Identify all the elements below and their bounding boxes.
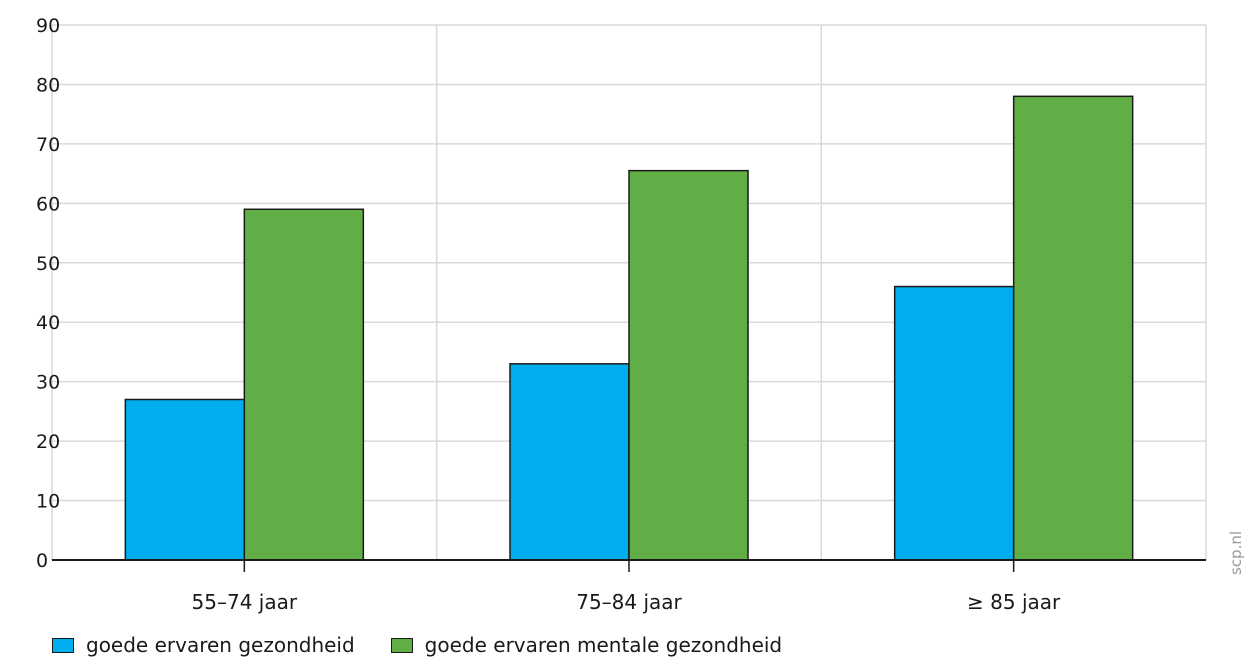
y-tick-label: 90	[36, 15, 60, 37]
y-tick-label: 70	[36, 134, 60, 156]
y-tick-label: 20	[36, 431, 60, 453]
legend-label: goede ervaren mentale gezondheid	[424, 633, 783, 657]
axis-layer	[52, 559, 1206, 572]
bar-mentale-gezondheid-2	[628, 169, 749, 561]
chart-legend: goede ervaren gezondheid goede ervaren m…	[52, 633, 782, 657]
x-category-label: ≥ 85 jaar	[967, 590, 1061, 614]
y-tick-label: 60	[36, 193, 60, 215]
bar-mentale-gezondheid-1	[243, 208, 365, 561]
y-tick-label: 80	[36, 74, 60, 96]
legend-label: goede ervaren gezondheid	[86, 633, 355, 657]
legend-item-series-1: goede ervaren gezondheid	[52, 633, 355, 657]
bar-gezondheid-1	[124, 398, 246, 561]
x-category-label: 55–74 jaar	[192, 590, 298, 614]
bar-gezondheid-2	[509, 363, 630, 561]
y-tick-label: 10	[36, 491, 60, 513]
y-tick-label: 40	[36, 312, 60, 334]
bar-chart: 0 10 20 30 40 50 60 70 80 90 55–74 jaar 75–84 jaar ≥…	[36, 15, 1245, 614]
label-layer: 0 10 20 30 40 50 60 70 80 90 55–74 jaar 75–84 jaar ≥…	[36, 15, 1061, 614]
bar-mentale-gezondheid-3	[1012, 95, 1134, 561]
y-tick-label: 50	[36, 253, 60, 275]
watermark-text: scp.nl	[1227, 531, 1245, 575]
legend-swatch-blue	[52, 637, 74, 653]
bar-layer	[124, 95, 1134, 561]
x-category-label: 75–84 jaar	[576, 590, 682, 614]
legend-swatch-green	[390, 637, 413, 653]
legend-item-series-2: goede ervaren mentale gezondheid	[390, 633, 783, 657]
y-tick-label: 30	[36, 372, 60, 394]
y-tick-label: 0	[36, 550, 48, 572]
bar-gezondheid-3	[893, 285, 1015, 561]
